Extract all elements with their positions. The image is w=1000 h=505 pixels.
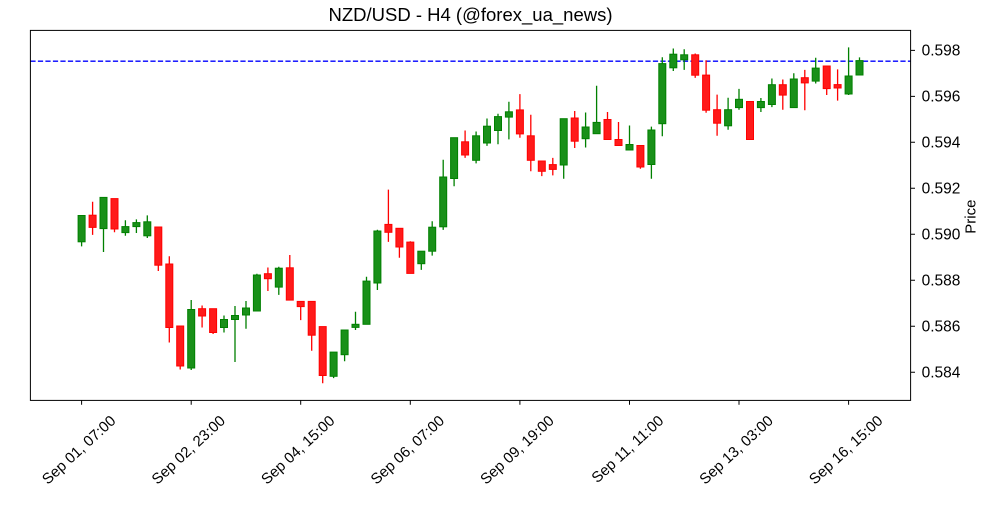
- svg-text:0.588: 0.588: [922, 272, 961, 289]
- svg-text:0.596: 0.596: [922, 89, 961, 106]
- svg-text:0.594: 0.594: [922, 135, 961, 152]
- svg-text:NZD/USD - H4 (@forex_ua_news): NZD/USD - H4 (@forex_ua_news): [328, 4, 612, 26]
- svg-text:0.584: 0.584: [922, 364, 961, 381]
- svg-text:0.590: 0.590: [922, 227, 961, 244]
- svg-text:0.598: 0.598: [922, 43, 961, 60]
- svg-text:0.592: 0.592: [922, 181, 961, 198]
- svg-text:0.586: 0.586: [922, 318, 961, 335]
- svg-text:Price: Price: [963, 200, 980, 234]
